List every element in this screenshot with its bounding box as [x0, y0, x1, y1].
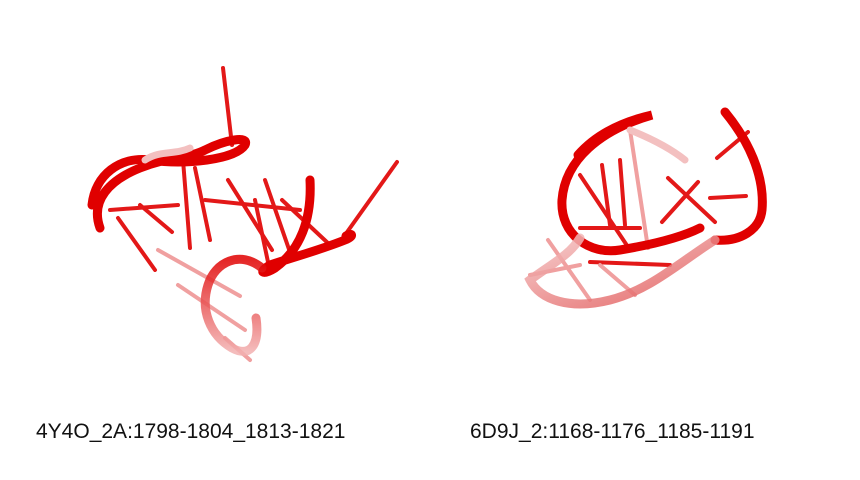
- rna-structure-left: [87, 66, 399, 362]
- structure-caption-left: 4Y4O_2A:1798-1804_1813-1821: [36, 420, 346, 443]
- rna-structure-right: [524, 107, 767, 309]
- structure-caption-right: 6D9J_2:1168-1176_1185-1191: [470, 420, 755, 443]
- rna-panel-right: 6D9J_2:1168-1176_1185-1191: [430, 0, 860, 480]
- rna-panel-left: 4Y4O_2A:1798-1804_1813-1821: [36, 66, 399, 443]
